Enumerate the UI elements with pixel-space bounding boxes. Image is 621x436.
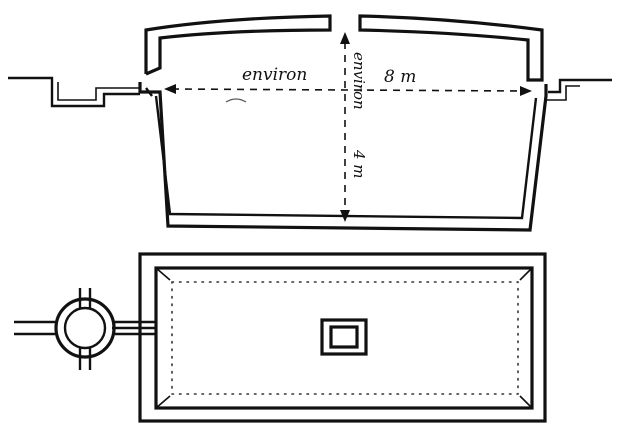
plan-outer-rect bbox=[138, 252, 547, 423]
junction-chamber bbox=[14, 288, 116, 370]
ground-line-left-inner bbox=[57, 82, 140, 101]
width-dimension-line bbox=[171, 88, 525, 92]
plan-dotted-boundary bbox=[171, 281, 519, 395]
ground-line-right bbox=[548, 78, 612, 94]
width-value: 8 m bbox=[384, 67, 416, 87]
plan-corner-tr bbox=[519, 267, 533, 281]
smudge-mark bbox=[225, 98, 247, 103]
manhole-inner bbox=[329, 325, 359, 349]
depth-arrow-top bbox=[340, 32, 350, 44]
plan-corner-tl bbox=[155, 267, 171, 281]
ground-line-right-inner bbox=[546, 85, 580, 101]
width-arrow-left bbox=[164, 84, 176, 94]
depth-value: 4 m bbox=[350, 149, 368, 179]
plan-corner-bl bbox=[155, 395, 171, 409]
tank-wall-outer bbox=[138, 82, 548, 232]
depth-arrow-bottom bbox=[340, 210, 350, 222]
junction-inner-ring bbox=[63, 306, 107, 350]
plan-inner-rect bbox=[154, 266, 534, 410]
section-view: environ 8 m environ 4 m bbox=[8, 14, 612, 232]
tank-wall-left-edge bbox=[145, 87, 153, 97]
plan-corner-br bbox=[519, 395, 533, 409]
cover-left bbox=[144, 14, 332, 76]
manhole-outer bbox=[320, 318, 368, 356]
width-arrow-right bbox=[520, 86, 532, 96]
depth-label: environ bbox=[350, 52, 368, 110]
width-label: environ bbox=[242, 65, 307, 85]
cover-right bbox=[358, 14, 544, 82]
tank-wall-inner bbox=[154, 95, 538, 220]
plan-view bbox=[14, 252, 547, 423]
ground-line-left bbox=[8, 76, 140, 108]
